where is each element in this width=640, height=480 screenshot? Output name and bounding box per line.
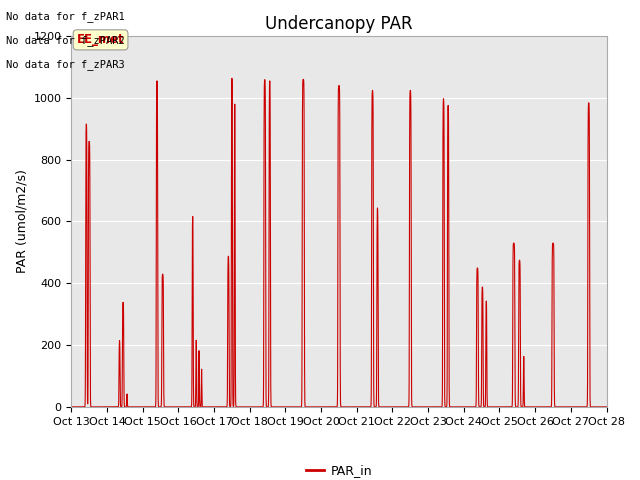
Legend: PAR_in: PAR_in bbox=[301, 459, 377, 480]
Text: No data for f_zPAR1: No data for f_zPAR1 bbox=[6, 11, 125, 22]
Y-axis label: PAR (umol/m2/s): PAR (umol/m2/s) bbox=[15, 169, 28, 273]
Text: EE_met: EE_met bbox=[77, 34, 124, 47]
Text: No data for f_zPAR2: No data for f_zPAR2 bbox=[6, 35, 125, 46]
Title: Undercanopy PAR: Undercanopy PAR bbox=[265, 15, 413, 33]
Text: No data for f_zPAR3: No data for f_zPAR3 bbox=[6, 59, 125, 70]
